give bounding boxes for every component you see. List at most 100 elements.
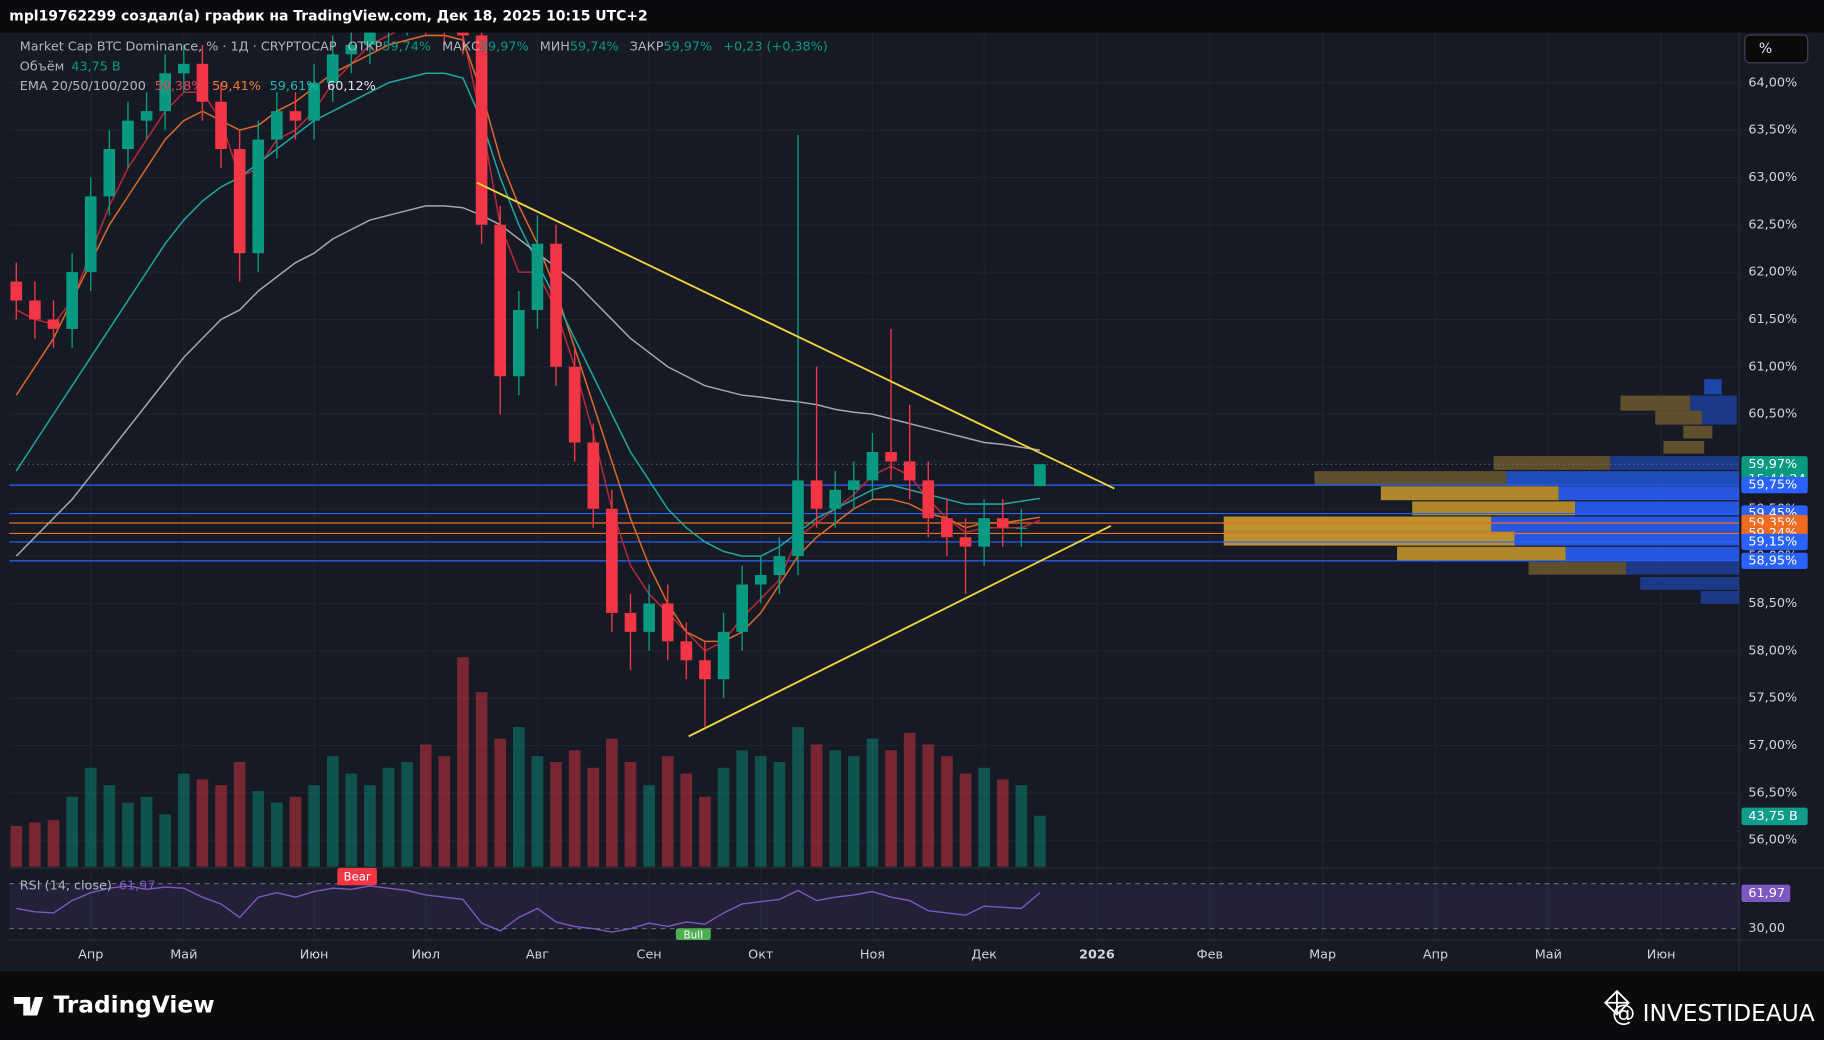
- candle-body: [550, 243, 562, 367]
- price-badge: [1741, 533, 1808, 551]
- candle-body: [754, 575, 767, 585]
- x-tick-label: Мар: [1309, 948, 1336, 963]
- volume-bar: [996, 779, 1009, 867]
- profile-bar: [1506, 471, 1740, 486]
- volume-bar: [829, 750, 842, 867]
- volume-bar: [661, 756, 674, 867]
- candle-body: [531, 243, 544, 310]
- volume-bar: [364, 785, 376, 867]
- candle-body: [1015, 527, 1028, 529]
- rsi-badge: [1741, 884, 1791, 903]
- header-text: mpl19762299 создал(а) график на TradingV…: [9, 8, 647, 24]
- volume-bar: [47, 820, 60, 867]
- y-tick-label: 58,50%: [1748, 596, 1797, 611]
- volume-bar: [122, 802, 134, 867]
- candle-body: [252, 139, 265, 254]
- candle-body: [848, 480, 860, 490]
- x-tick-label: 2026: [1079, 948, 1115, 963]
- volume-bar: [922, 744, 935, 867]
- candle-body: [773, 556, 786, 576]
- candle-body: [736, 584, 748, 632]
- volume-bar: [475, 692, 488, 867]
- y-tick-label: 61,00%: [1748, 359, 1797, 374]
- close-label: ЗАКР: [630, 39, 664, 54]
- volume-bar: [959, 773, 972, 867]
- candle-body: [233, 149, 246, 254]
- time-axis: Апр Май Июн Июл Авг Сен Окт Ноя Дек 2026 Фев Мар Апр…: [78, 948, 1675, 963]
- profile-bar: [1412, 501, 1576, 516]
- profile-bar: [1640, 577, 1740, 590]
- x-tick-label: Апр: [1423, 948, 1448, 963]
- low-label: МИН: [540, 39, 570, 54]
- volume-bar: [401, 761, 413, 867]
- footer-bar: [0, 971, 1824, 1040]
- y-tick-label: 60,50%: [1748, 407, 1797, 422]
- volume-bar: [308, 785, 320, 867]
- y-tick-label: 58,00%: [1748, 643, 1797, 658]
- volume-bar: [10, 825, 23, 867]
- volume-bar: [66, 796, 78, 867]
- price-badge-label: 59,15%: [1748, 534, 1797, 549]
- rsi-line: [16, 885, 1041, 933]
- candle-body: [643, 603, 655, 632]
- candle-body: [140, 111, 153, 121]
- rsi-label: RSI (14, close): [20, 878, 112, 893]
- y-tick-label: 63,50%: [1748, 123, 1797, 138]
- volume-bar: [513, 727, 525, 867]
- high-label: МАКС: [442, 39, 480, 54]
- volume-bar: [419, 744, 432, 867]
- price-levels: [9, 463, 1740, 562]
- volume-bar: [903, 732, 916, 867]
- x-tick-label: Июн: [300, 948, 329, 963]
- y-tick-label: 63,00%: [1748, 170, 1797, 185]
- candle-body: [941, 518, 953, 538]
- y-tick-label: 62,00%: [1748, 265, 1797, 280]
- profile-bar: [1223, 516, 1492, 532]
- legend-volume: Объём 43,75 B: [20, 59, 121, 74]
- high-value: 59,97%: [480, 39, 529, 54]
- volume-bar: [140, 796, 153, 867]
- candle-body: [475, 35, 488, 225]
- candle-body: [326, 54, 339, 83]
- volume-bar: [252, 791, 265, 867]
- candle-body: [271, 111, 283, 140]
- profile-bar: [1700, 590, 1740, 604]
- change-value: +0,23 (+0,38%): [723, 39, 828, 54]
- profile-bar: [1704, 379, 1722, 395]
- price-badge-label: 59,75%: [1748, 478, 1797, 493]
- candle-body: [84, 196, 97, 273]
- trend-lines: [476, 181, 1115, 738]
- profile-bar: [1609, 456, 1740, 470]
- volume-bar: [717, 767, 730, 867]
- candle-body: [606, 508, 618, 613]
- candles: [10, 32, 1046, 727]
- y-tick-label: 56,50%: [1748, 785, 1797, 800]
- candle-body: [122, 120, 134, 150]
- profile-bar: [1683, 425, 1713, 439]
- price-axis: 56,00%56,50%57,00%57,50%58,00%58,50%59,0…: [1741, 75, 1808, 936]
- candle-body: [1034, 464, 1046, 487]
- candle-body: [10, 281, 23, 301]
- candle-body: [308, 82, 320, 121]
- volume-bar: [271, 802, 283, 867]
- bear-signal-label: Bear: [344, 870, 371, 884]
- candle-body: [494, 224, 507, 377]
- bull-signal-label: Bull: [684, 929, 704, 941]
- candle-body: [364, 32, 376, 45]
- rsi-tick-label: 30,00: [1748, 921, 1785, 936]
- volume-value: 43,75 B: [71, 59, 120, 74]
- scale-button[interactable]: [1744, 34, 1809, 64]
- scale-button-label[interactable]: %: [1759, 41, 1772, 57]
- profile-bar: [1701, 410, 1737, 425]
- close-value: 59,97%: [663, 39, 712, 54]
- candle-body: [885, 451, 897, 462]
- volume-bar: [885, 750, 897, 867]
- profile-bar: [1314, 471, 1507, 486]
- volume-bar: [196, 779, 209, 867]
- candle-body: [661, 603, 674, 642]
- candle-body: [159, 73, 171, 112]
- volume-bar: [773, 761, 786, 867]
- candle-body: [699, 660, 711, 680]
- candle-body: [66, 272, 78, 329]
